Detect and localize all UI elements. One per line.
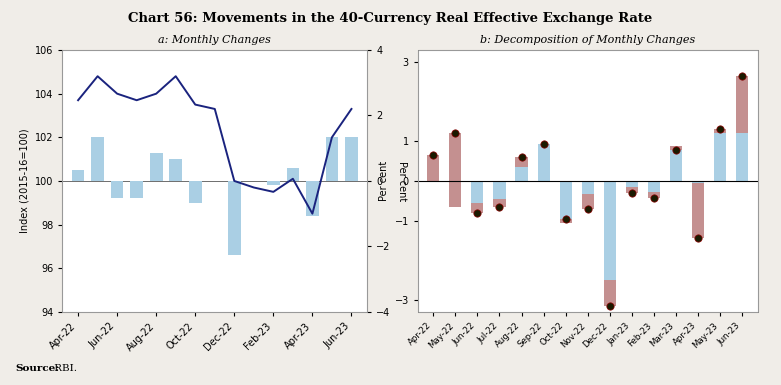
Text: RBI.: RBI. bbox=[51, 365, 77, 373]
Y-axis label: Per cent: Per cent bbox=[398, 161, 407, 201]
Point bbox=[494, 204, 506, 210]
Point bbox=[669, 147, 682, 153]
Point bbox=[604, 303, 616, 309]
Point bbox=[449, 130, 462, 136]
Point bbox=[647, 195, 660, 201]
Bar bbox=[515, 167, 528, 181]
Bar bbox=[169, 159, 182, 181]
Text: Chart 56: Movements in the 40-Currency Real Effective Exchange Rate: Chart 56: Movements in the 40-Currency R… bbox=[128, 12, 653, 25]
Point bbox=[515, 154, 528, 160]
Bar bbox=[111, 181, 123, 198]
Bar bbox=[714, 129, 726, 133]
Y-axis label: Index (2015-16=100): Index (2015-16=100) bbox=[20, 129, 30, 233]
Bar bbox=[515, 157, 528, 167]
Bar bbox=[150, 152, 162, 181]
Bar bbox=[494, 181, 505, 199]
Bar bbox=[471, 203, 483, 213]
Bar bbox=[626, 187, 638, 193]
Bar bbox=[228, 181, 241, 255]
Bar bbox=[449, 133, 462, 207]
Bar bbox=[559, 219, 572, 223]
Bar bbox=[91, 137, 104, 181]
Bar bbox=[692, 183, 704, 238]
Bar bbox=[604, 181, 616, 280]
Bar bbox=[471, 181, 483, 203]
Bar bbox=[604, 280, 616, 306]
Point bbox=[714, 126, 726, 132]
Bar bbox=[559, 181, 572, 223]
Bar bbox=[626, 181, 638, 187]
Bar bbox=[306, 181, 319, 216]
Bar bbox=[189, 181, 201, 203]
Text: Source:: Source: bbox=[16, 365, 59, 373]
Bar bbox=[72, 170, 84, 181]
Bar bbox=[714, 133, 726, 181]
Bar bbox=[130, 181, 143, 198]
Bar bbox=[670, 146, 682, 150]
Bar bbox=[326, 137, 338, 181]
Point bbox=[581, 206, 594, 212]
Bar bbox=[736, 76, 748, 133]
Bar bbox=[427, 155, 440, 181]
Point bbox=[537, 141, 550, 147]
Point bbox=[736, 73, 748, 79]
Title: b: Decomposition of Monthly Changes: b: Decomposition of Monthly Changes bbox=[480, 35, 695, 45]
Bar bbox=[670, 146, 682, 181]
Point bbox=[471, 209, 483, 216]
Point bbox=[427, 152, 440, 158]
Point bbox=[626, 190, 638, 196]
Bar bbox=[449, 181, 462, 207]
Bar bbox=[582, 194, 594, 209]
Point bbox=[692, 235, 704, 241]
Bar bbox=[692, 181, 704, 183]
Bar bbox=[287, 168, 299, 181]
Y-axis label: Per cent: Per cent bbox=[379, 161, 389, 201]
Bar bbox=[494, 199, 505, 207]
Bar bbox=[345, 137, 358, 181]
Bar bbox=[267, 181, 280, 185]
Legend: Change in REER (RHS), REER: Change in REER (RHS), REER bbox=[112, 383, 318, 385]
Bar bbox=[647, 181, 660, 192]
Bar bbox=[582, 181, 594, 194]
Title: a: Monthly Changes: a: Monthly Changes bbox=[159, 35, 271, 45]
Bar bbox=[647, 192, 660, 198]
Bar bbox=[537, 144, 550, 181]
Bar bbox=[736, 133, 748, 181]
Point bbox=[559, 216, 572, 222]
